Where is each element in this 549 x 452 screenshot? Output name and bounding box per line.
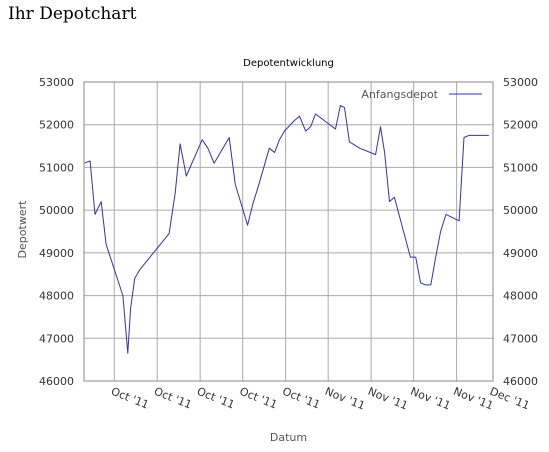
y-tick-label: 49000 [39, 247, 74, 260]
y-tick-label: 48000 [39, 290, 74, 303]
y-tick-label-right: 53000 [503, 76, 538, 89]
y-axis-right: 46000 47000 48000 49000 50000 51000 52000 53000 [503, 76, 538, 388]
y-tick-label-right: 48000 [503, 290, 538, 303]
y-tick-label: 51000 [39, 161, 74, 174]
x-tick-label: Nov '11 [366, 385, 410, 413]
y-tick-label-right: 46000 [503, 375, 538, 388]
y-tick-label-right: 49000 [503, 247, 538, 260]
y-tick-label: 46000 [39, 375, 74, 388]
x-tick-label: Oct '11 [238, 385, 280, 412]
x-tick-label: Nov '11 [451, 385, 495, 413]
series-line [83, 105, 489, 354]
y-tick-label-right: 47000 [503, 332, 538, 345]
x-tick-label: Nov '11 [409, 385, 453, 413]
x-tick-label: Dec '11 [488, 385, 532, 413]
chart-title: Depotentwicklung [243, 58, 334, 69]
x-axis-label: Datum [270, 431, 307, 444]
y-tick-label: 50000 [39, 204, 74, 217]
y-tick-label: 53000 [39, 76, 74, 89]
series-layer [83, 105, 489, 354]
x-tick-label: Oct '11 [281, 385, 323, 412]
legend-label: Anfangsdepot [361, 88, 438, 101]
plot-area-border [83, 81, 494, 382]
x-tick-label: Nov '11 [323, 385, 367, 413]
legend: Anfangsdepot [361, 88, 482, 101]
x-axis: Oct '11 Oct '11 Oct '11 Oct '11 Oct '11 Nov '… [109, 385, 531, 413]
x-tick-label: Oct '11 [109, 385, 151, 412]
y-axis-left: 46000 47000 48000 49000 50000 51000 52000 53000 [39, 76, 74, 388]
x-tick-label: Oct '11 [195, 385, 237, 412]
y-tick-label-right: 50000 [503, 204, 538, 217]
y-tick-label: 47000 [39, 332, 74, 345]
y-tick-label-right: 51000 [503, 161, 538, 174]
y-tick-label-right: 52000 [503, 119, 538, 132]
grid-lines [84, 81, 494, 382]
page-title: Ihr Depotchart [8, 4, 137, 24]
x-tick-label: Oct '11 [152, 385, 194, 412]
y-axis-label: Depotwert [16, 200, 29, 259]
y-tick-label: 52000 [39, 119, 74, 132]
